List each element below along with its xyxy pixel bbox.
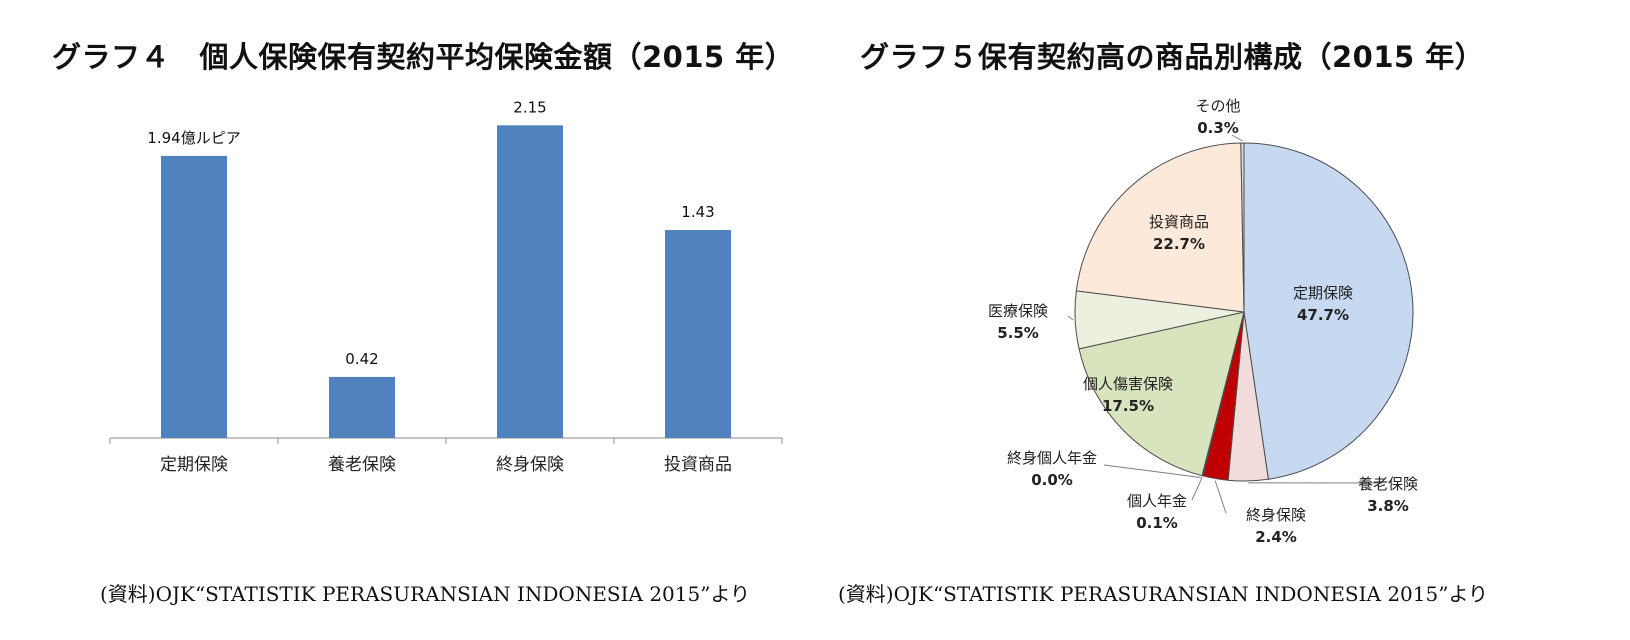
bar bbox=[329, 376, 395, 438]
bar-value-label: 2.15 bbox=[513, 98, 546, 116]
bar bbox=[497, 125, 563, 439]
slice-label: 投資商品 bbox=[1149, 213, 1209, 231]
bar-chart-title: グラフ４ 個人保険保有契約平均保険金額（2015 年） bbox=[52, 40, 795, 74]
slice-label: 医療保険 bbox=[988, 302, 1048, 320]
slice-value-label: 0.3% bbox=[1197, 119, 1239, 137]
bar bbox=[161, 155, 227, 438]
pie-chart-source: (資料)OJK“STATISTIK PERASURANSIAN INDONESI… bbox=[838, 582, 1489, 606]
pie-slice bbox=[1240, 142, 1245, 313]
slice-value-label: 17.5% bbox=[1102, 397, 1154, 415]
pie-slice bbox=[1243, 142, 1414, 480]
x-tick-label: 投資商品 bbox=[664, 455, 732, 475]
pie-slice bbox=[1078, 311, 1245, 477]
bar-value-label: 0.42 bbox=[345, 350, 378, 368]
leader-line bbox=[1067, 315, 1074, 321]
slice-label: 終身個人年金 bbox=[1007, 449, 1097, 467]
x-tick-label: 終身保険 bbox=[496, 455, 564, 475]
slice-value-label: 0.1% bbox=[1136, 514, 1178, 532]
slice-label: 定期保険 bbox=[1293, 284, 1353, 302]
slice-value-label: 47.7% bbox=[1297, 306, 1349, 324]
bar-value-label: 1.43 bbox=[681, 203, 714, 221]
pie-chart-title: グラフ５保有契約高の商品別構成（2015 年） bbox=[860, 40, 1485, 74]
slice-value-label: 0.0% bbox=[1031, 471, 1073, 489]
slice-label: 養老保険 bbox=[1358, 475, 1418, 493]
slice-label: 個人年金 bbox=[1127, 492, 1187, 510]
slice-value-label: 5.5% bbox=[997, 324, 1039, 342]
x-tick-label: 養老保険 bbox=[328, 455, 396, 475]
x-tick-label: 定期保険 bbox=[160, 455, 228, 475]
slice-label: その他 bbox=[1195, 97, 1240, 115]
leader-line bbox=[1231, 134, 1243, 142]
slice-value-label: 22.7% bbox=[1153, 235, 1205, 253]
bar-value-label: 1.94億ルピア bbox=[147, 129, 240, 147]
slice-value-label: 3.8% bbox=[1367, 497, 1409, 515]
leader-line bbox=[1103, 464, 1202, 479]
slice-label: 終身保険 bbox=[1246, 506, 1306, 524]
bar-chart-source: (資料)OJK“STATISTIK PERASURANSIAN INDONESI… bbox=[100, 582, 751, 606]
pie-slice bbox=[1075, 142, 1245, 313]
leader-line bbox=[1214, 480, 1227, 514]
leader-line bbox=[1191, 477, 1203, 501]
slice-value-label: 2.4% bbox=[1255, 528, 1297, 546]
bar bbox=[665, 230, 731, 438]
pie-chart: 定期保険 47.7% 養老保険 3.8% 終身保険 2.4% 個人年金 0.1% 終身個人年金 0… bbox=[988, 97, 1418, 546]
slice-label: 個人傷害保険 bbox=[1083, 375, 1173, 393]
